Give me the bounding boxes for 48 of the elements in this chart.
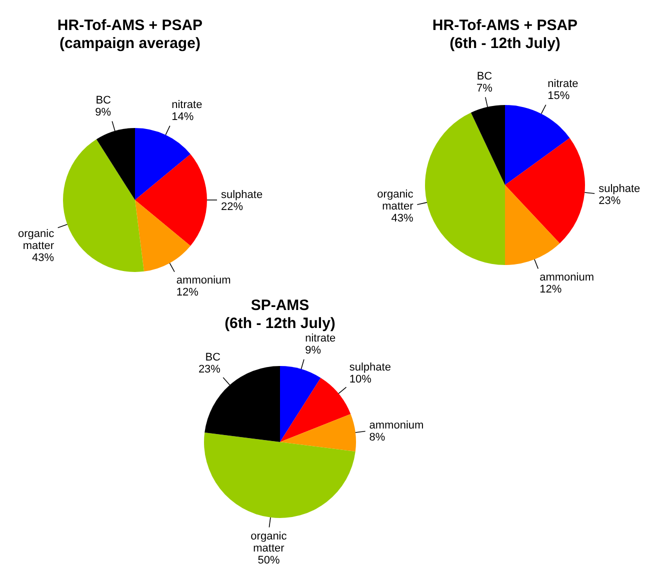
- pie-slice: [505, 185, 560, 265]
- slice-label: organic matter: [18, 228, 55, 252]
- pie-slice: [280, 366, 321, 442]
- data-label: 50%: [258, 554, 280, 566]
- data-label: 14%: [172, 111, 194, 124]
- data-label: 12%: [176, 286, 199, 298]
- slice-label: ammonium: [176, 274, 231, 286]
- data-label: 12%: [540, 283, 562, 296]
- data-label: 23%: [598, 194, 621, 207]
- slice-label: sulphate: [349, 362, 391, 374]
- pie-slice: [425, 112, 505, 265]
- slice-label: BC: [476, 70, 492, 82]
- data-label: 23%: [198, 363, 221, 376]
- slice-label: organic matter: [250, 530, 288, 554]
- chart-title: HR-Tof-AMS + PSAP: [432, 17, 578, 34]
- slice-label: sulphate: [221, 189, 263, 201]
- slice-label: nitrate: [548, 78, 578, 90]
- slice-label: BC: [96, 94, 112, 106]
- pie-slice: [135, 154, 207, 246]
- pie-slice: [204, 432, 356, 518]
- slice-label: nitrate: [172, 99, 202, 112]
- data-label: 22%: [221, 201, 244, 213]
- data-label: 7%: [476, 82, 493, 94]
- chart-subtitle: (campaign average): [60, 35, 200, 52]
- pie-slice: [135, 128, 190, 200]
- slice-label: nitrate: [305, 332, 336, 345]
- data-label: 9%: [95, 106, 112, 118]
- data-label: 43%: [391, 212, 414, 225]
- pie-slice: [280, 378, 351, 442]
- pie-slice: [280, 414, 356, 452]
- slice-label: ammonium: [540, 271, 594, 284]
- slice-label: ammonium: [369, 420, 424, 432]
- pie-slice: [505, 105, 570, 185]
- data-label: 9%: [305, 344, 322, 357]
- data-label: 43%: [32, 252, 54, 264]
- slice-label: sulphate: [598, 182, 640, 195]
- chart-subtitle: (6th - 12th July): [224, 315, 336, 332]
- slice-label: organic matter: [377, 188, 414, 213]
- chart-title: HR-Tof-AMS + PSAP: [57, 17, 203, 34]
- slice-label: BC: [205, 351, 221, 364]
- pie-slice: [135, 200, 190, 272]
- pie-slice: [63, 139, 144, 272]
- data-label: 15%: [548, 90, 570, 102]
- data-label: 10%: [349, 374, 372, 386]
- chart-title: SP-AMS: [250, 297, 310, 314]
- data-label: 8%: [369, 432, 386, 444]
- pie-slice: [505, 138, 585, 244]
- chart-subtitle: (6th - 12th July): [450, 35, 560, 52]
